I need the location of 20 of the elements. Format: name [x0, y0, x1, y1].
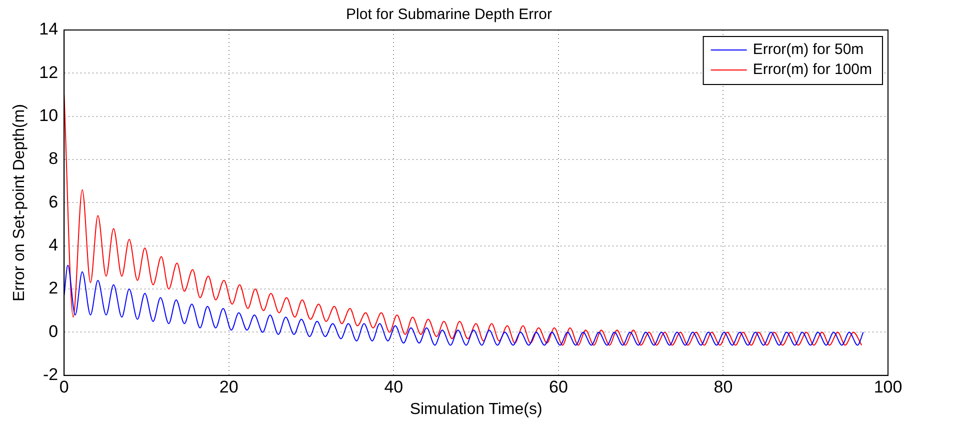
x-tick-label: 80: [714, 377, 733, 396]
y-tick-label: 4: [48, 236, 58, 255]
y-tick-label: 6: [48, 192, 58, 212]
y-tick-label: 0: [48, 322, 58, 341]
y-tick-label: 14: [39, 20, 58, 39]
x-tick-label: 20: [219, 377, 238, 396]
x-tick-label: 60: [548, 377, 568, 396]
legend-label: Error(m) for 50m: [752, 41, 864, 58]
x-tick-label: 100: [874, 377, 902, 396]
line-series: [64, 264, 864, 346]
legend-label: Error(m) for 100m: [752, 61, 872, 78]
y-tick-label: 12: [39, 62, 58, 82]
x-tick-label: 40: [384, 377, 404, 396]
y-tick-label: -2: [42, 365, 58, 384]
chart-title: Plot for Submarine Depth Error: [346, 6, 552, 24]
y-axis-title: Error on Set-point Depth(m): [11, 104, 28, 302]
y-tick-label: 10: [39, 106, 58, 126]
y-tick-label: 2: [48, 278, 58, 298]
x-axis-title: Simulation Time(s): [410, 400, 542, 418]
y-tick-label: 8: [48, 149, 58, 168]
